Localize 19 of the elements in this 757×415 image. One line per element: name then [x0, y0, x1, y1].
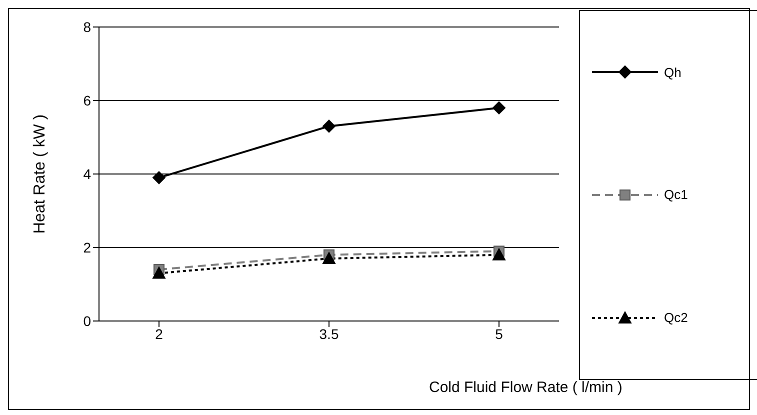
text: Qc1 [664, 187, 688, 202]
y-tick-label: 8 [83, 18, 92, 35]
point [152, 266, 166, 279]
y-tick-label: 6 [83, 92, 92, 108]
y-tick-label: 2 [83, 239, 92, 256]
point [322, 252, 336, 264]
x-tick-label: 2 [155, 326, 164, 342]
point [322, 120, 336, 133]
y-tick-label: 0 [83, 312, 92, 329]
x-tick-label: 3.5 [319, 326, 339, 342]
text: Qh [664, 64, 682, 80]
point [492, 101, 506, 114]
x-tick-label: 5 [495, 326, 504, 342]
y-tick-label: 4 [83, 166, 92, 182]
text: Qc2 [664, 310, 688, 326]
point [492, 248, 506, 260]
point [152, 171, 166, 184]
y-axis-title: Heat Rate ( kW ) [32, 114, 49, 234]
x-axis-title: Cold Fluid Flow Rate ( l/min ) [429, 379, 622, 396]
